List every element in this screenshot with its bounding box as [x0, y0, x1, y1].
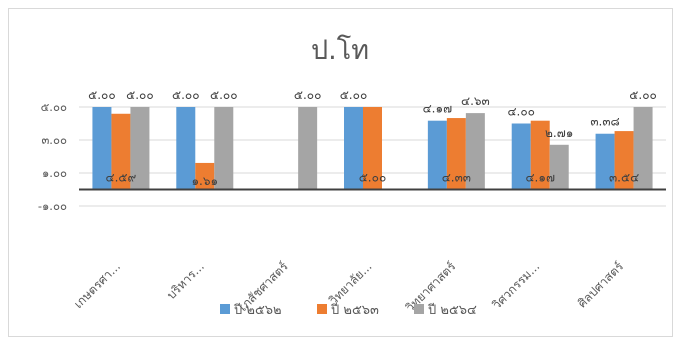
bar: [446, 118, 466, 190]
y-tick-label: ๑.๐๐: [42, 166, 67, 180]
data-label: ๕.๐๐: [340, 88, 368, 102]
data-label: ๕.๐๐: [88, 88, 116, 102]
data-label: ๓.๕๔: [609, 171, 639, 185]
bar: [344, 107, 363, 190]
category-label: วิทยาลัย...: [326, 259, 374, 307]
bar: [298, 107, 318, 190]
data-label: ๔.๕๙: [106, 171, 137, 185]
bar-chart: ป.โท ๕.๐๐๓.๐๐๑.๐๐-๑.๐๐ ๕.๐๐๔.๕๙๕.๐๐ ๕.๐๐๑…: [38, 35, 666, 318]
data-label: ๓.๓๘: [590, 115, 619, 129]
data-label: ๑.๖๑: [191, 174, 218, 188]
bar: [595, 133, 615, 190]
legend-label: ปี ๒๕๖๔: [427, 302, 477, 318]
data-label: ๒.๗๑: [545, 126, 573, 140]
bar: [214, 107, 234, 190]
bar: [130, 107, 150, 190]
bar: [92, 107, 112, 190]
data-label: ๕.๐๐: [210, 88, 238, 102]
data-label: ๔.๓๓: [442, 171, 471, 185]
bar: [363, 107, 382, 190]
y-tick-label: ๓.๐๐: [41, 133, 67, 147]
legend-label: ปี ๒๕๖๒: [233, 302, 282, 318]
bar: [427, 120, 447, 190]
data-label: ๕.๐๐: [359, 171, 387, 185]
data-label: ๔.๑๗: [423, 102, 453, 116]
category-label: บริหาร...: [164, 259, 207, 302]
legend: ปี ๒๕๖๒ ปี ๒๕๖๓ ปี ๒๕๖๔: [220, 302, 477, 318]
chart-title: ป.โท: [311, 35, 369, 66]
bar: [195, 162, 215, 190]
bar: [511, 123, 531, 190]
data-label: ๕.๐๐: [172, 88, 200, 102]
bar: [530, 120, 550, 190]
y-axis: ๕.๐๐๓.๐๐๑.๐๐ -๑.๐๐: [38, 100, 67, 213]
data-label: ๔.๐๐: [507, 105, 535, 119]
legend-swatch: [414, 304, 424, 314]
category-label: ศิลปศาสตร์: [575, 259, 627, 311]
bar: [614, 131, 634, 190]
data-label: ๕.๐๐: [294, 88, 322, 102]
legend-label: ปี ๒๕๖๓: [330, 302, 379, 318]
category-label: วิศวกรรม...: [489, 259, 542, 312]
bar: [465, 113, 485, 190]
y-tick-label: -๑.๐๐: [38, 199, 67, 213]
legend-swatch: [220, 304, 230, 314]
bar: [549, 144, 569, 190]
y-tick-label: ๕.๐๐: [41, 100, 67, 114]
bar: [111, 113, 131, 190]
data-label: ๔.๖๓: [461, 94, 490, 108]
bar: [633, 107, 653, 190]
data-label: ๔.๑๗: [525, 171, 555, 185]
chart-area: ป.โท ๕.๐๐ ๓.๐๐ ๑.๐๐ -๑.๐๐ ๕.๐๐ ๔.๕๙ ๕.๐๐ ๕.๐๐๑…: [8, 8, 673, 337]
data-labels: ๕.๐๐๔.๕๙๕.๐๐ ๕.๐๐๑.๖๑๕.๐๐ ๕.๐๐ ๕.๐๐๕.๐๐๔.๑๗…: [88, 88, 657, 188]
bar: [176, 107, 196, 190]
category-label: เกษตรศา...: [71, 259, 123, 311]
data-label: ๕.๐๐: [629, 88, 657, 102]
legend-swatch: [317, 304, 327, 314]
data-label: ๕.๐๐: [126, 88, 154, 102]
plot-area: [79, 107, 666, 191]
